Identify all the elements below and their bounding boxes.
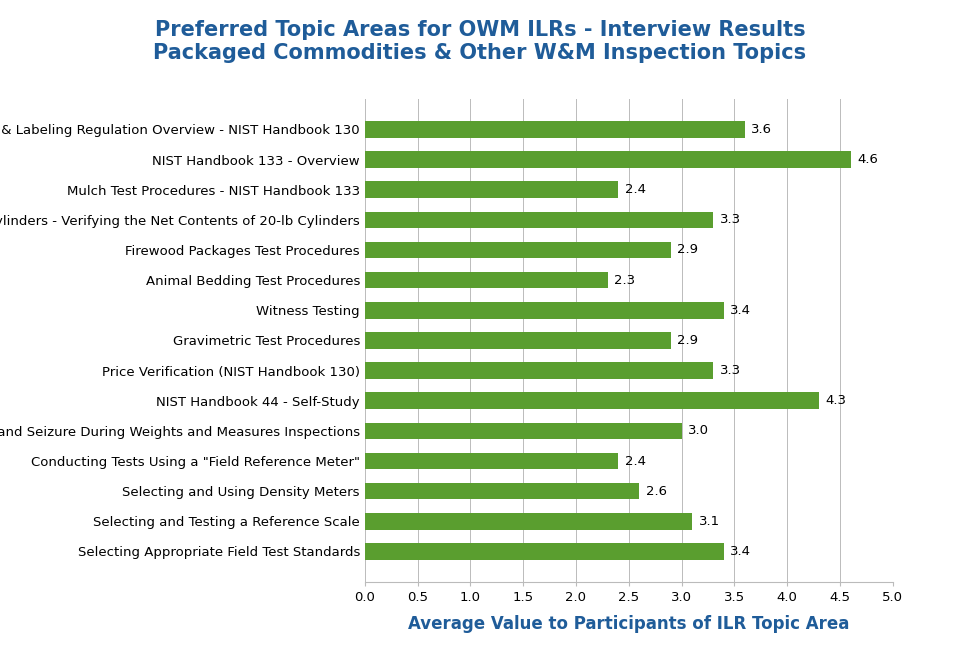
Text: 3.3: 3.3 [720,364,741,377]
Text: 2.4: 2.4 [625,455,645,467]
Text: 2.9: 2.9 [678,243,698,256]
Bar [365,272,608,288]
Text: 3.1: 3.1 [699,515,720,527]
Text: 3.4: 3.4 [731,545,751,558]
Text: Preferred Topic Areas for OWM ILRs - Interview Results
Packaged Commodities & Ot: Preferred Topic Areas for OWM ILRs - Int… [154,20,806,63]
Bar [365,513,692,529]
Bar [365,181,618,198]
Text: 2.3: 2.3 [614,274,636,287]
Bar [365,121,745,137]
Bar [365,483,639,500]
Text: 2.6: 2.6 [646,485,666,498]
Bar [365,393,819,409]
Text: 3.3: 3.3 [720,214,741,226]
Bar [365,151,851,168]
Text: 4.3: 4.3 [826,394,846,407]
Bar [365,362,713,379]
Text: 2.4: 2.4 [625,183,645,196]
Bar [365,242,671,258]
Text: 3.0: 3.0 [688,424,708,438]
X-axis label: Average Value to Participants of ILR Topic Area: Average Value to Participants of ILR Top… [408,615,850,633]
Text: 3.6: 3.6 [752,123,772,136]
Text: 4.6: 4.6 [857,153,877,166]
Text: 3.4: 3.4 [731,304,751,317]
Bar [365,332,671,349]
Bar [365,453,618,469]
Bar [365,212,713,228]
Bar [365,422,682,439]
Text: 2.9: 2.9 [678,334,698,347]
Bar [365,302,724,319]
Bar [365,543,724,560]
